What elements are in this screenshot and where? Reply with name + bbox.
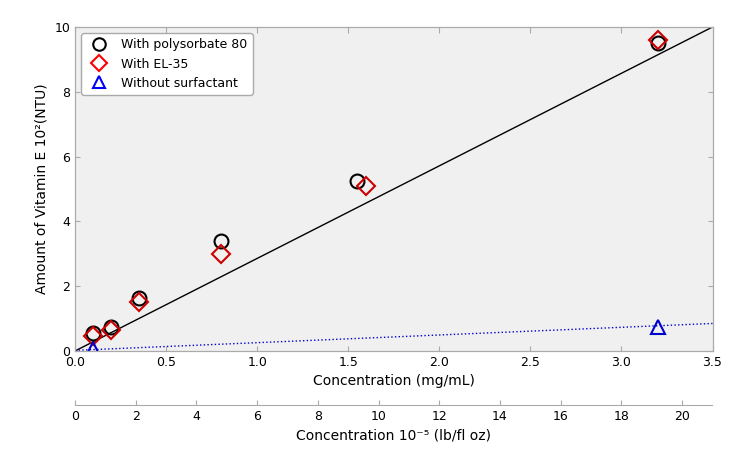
X-axis label: Concentration (mg/mL): Concentration (mg/mL) [313, 374, 475, 388]
Legend: With polysorbate 80, With EL-35, Without surfactant: With polysorbate 80, With EL-35, Without… [81, 33, 253, 95]
Y-axis label: Amount of Vitamin E 10²(NTU): Amount of Vitamin E 10²(NTU) [34, 84, 49, 294]
X-axis label: Concentration 10⁻⁵ (lb/fl oz): Concentration 10⁻⁵ (lb/fl oz) [296, 428, 491, 442]
